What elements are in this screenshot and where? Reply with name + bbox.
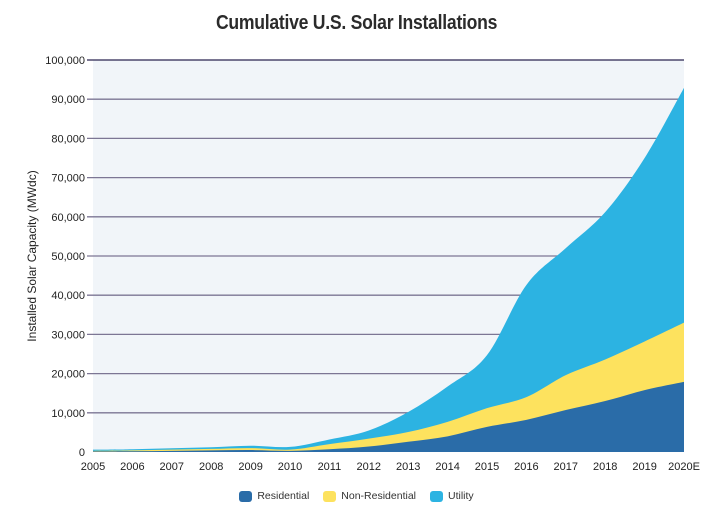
x-tick-label: 2012 [357,461,381,473]
x-tick-label: 2017 [554,461,578,473]
y-tick-label: 100,000 [45,55,85,67]
y-axis-label: Installed Solar Capacity (MWdc) [25,170,39,341]
x-tick-label: 2015 [475,461,499,473]
legend-label-non-residential: Non-Residential [341,490,416,502]
y-tick-label: 60,000 [51,212,85,224]
y-tick-label: 10,000 [51,408,85,420]
x-tick-label: 2014 [435,461,459,473]
x-tick-label: 2020E [668,461,700,473]
x-tick-label: 2016 [514,461,538,473]
y-tick-label: 30,000 [51,329,85,341]
chart-title: Cumulative U.S. Solar Installations [215,12,498,34]
area-utility [93,87,684,452]
legend-item-utility[interactable]: Utility [430,490,474,502]
legend-swatch-non-residential [323,490,337,502]
y-axis: 0 10,000 20,000 30,000 40,000 50,000 60,000 70,… [45,55,85,459]
legend: Residential Non-Residential Utility [0,490,713,502]
y-tick-label: 20,000 [51,369,85,381]
x-axis: 2005 2006 2007 2008 2009 2010 2011 2012 2013 2014… [81,461,700,473]
x-tick-label: 2013 [396,461,420,473]
y-tick-label: 40,000 [51,290,85,302]
y-tick-label: 0 [79,447,85,459]
x-tick-label: 2005 [81,461,105,473]
legend-swatch-residential [239,490,253,502]
x-tick-label: 2008 [199,461,223,473]
x-tick-label: 2018 [593,461,617,473]
x-tick-label: 2011 [318,461,342,473]
x-tick-label: 2006 [120,461,144,473]
legend-item-residential[interactable]: Residential [239,490,309,502]
y-tick-label: 80,000 [51,133,85,145]
area-residential [93,381,684,452]
x-tick-label: 2019 [632,461,656,473]
legend-label-residential: Residential [257,490,310,502]
series-areas [93,87,684,452]
x-tick-label: 2009 [238,461,262,473]
x-tick-label: 2007 [160,461,184,473]
y-tick-label: 90,000 [51,94,85,106]
y-tick-label: 70,000 [51,173,85,185]
legend-label-utility: Utility [448,490,474,502]
legend-item-non-residential[interactable]: Non-Residential [323,490,416,502]
legend-swatch-utility [430,490,443,502]
y-tick-label: 50,000 [51,251,85,263]
x-tick-label: 2010 [278,461,302,473]
